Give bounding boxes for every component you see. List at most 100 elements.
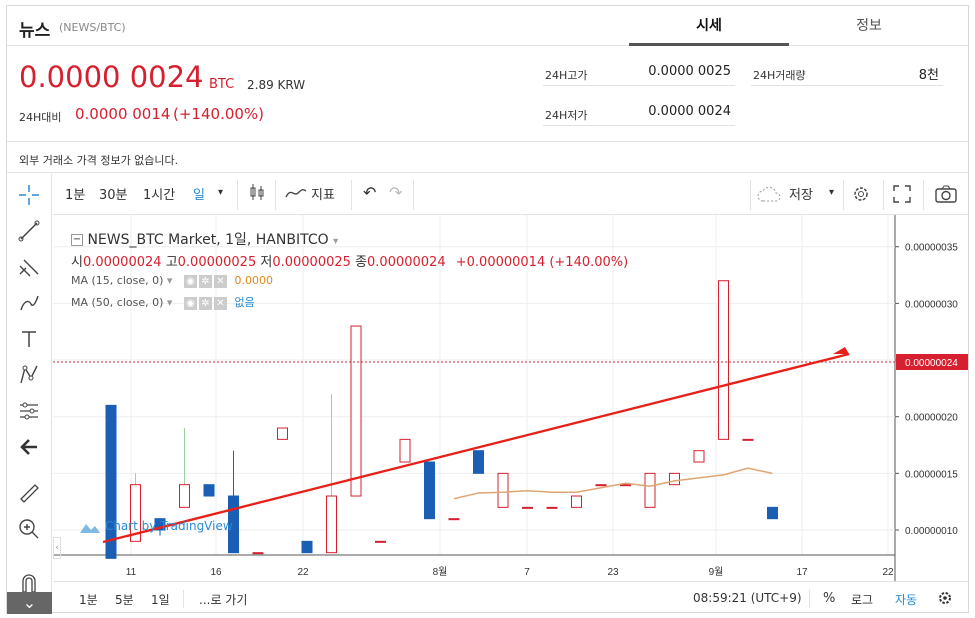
chart-toolbar: 1분 30분 1시간 일 ▾ 지표 ↶ ↷ 저장 ▾ [53, 174, 968, 215]
interval-1d[interactable]: 일 [193, 188, 205, 203]
magnet-icon[interactable] [16, 570, 42, 596]
range-5m[interactable]: 5분 [115, 593, 134, 607]
ohlc-row: 시0.00000024 고0.00000025 저0.00000025 종0.0… [71, 251, 628, 270]
candle-body [277, 427, 288, 440]
back-arrow-icon[interactable] [16, 434, 42, 460]
indicators-icon[interactable] [285, 187, 307, 203]
candle-type-icon[interactable] [249, 182, 265, 206]
x-tick-label: 9월 [709, 566, 724, 578]
interval-1m[interactable]: 1분 [65, 188, 86, 203]
interval-30m[interactable]: 30분 [99, 188, 128, 203]
chart-bottom-bar: 1분 5분 1일 ...로 가기 08:59:21 (UTC+9) % 로그 자… [53, 581, 968, 614]
divider [750, 180, 751, 210]
candle-body [742, 438, 754, 441]
trend-line-icon[interactable] [16, 218, 42, 244]
crosshair-icon[interactable] [16, 182, 42, 208]
camera-icon[interactable] [935, 185, 957, 207]
candlestick-chart[interactable]: 0.00000035 0.00000030 0.00000025 0.00000020… [53, 215, 968, 581]
stat-value: 0.0000 0025 [648, 64, 731, 79]
brush-icon[interactable] [16, 290, 42, 316]
x-tick-label: 16 [210, 567, 222, 578]
divider [923, 180, 924, 210]
text-tool-icon[interactable] [16, 326, 42, 352]
chevron-down-icon[interactable]: ▾ [218, 187, 224, 198]
candle-body [571, 495, 582, 508]
chevron-down-icon[interactable]: ▾ [333, 236, 339, 247]
price-krw: 2.89 KRW [247, 78, 306, 92]
trend-arrow-line [102, 352, 850, 544]
candle-body [252, 552, 264, 555]
gear-icon: ✲ [198, 274, 212, 288]
y-tick-label: 0.00000020 [905, 413, 958, 424]
goto-date-button[interactable]: ...로 가기 [199, 593, 248, 607]
chart-legend-title[interactable]: − NEWS_BTC Market, 1일, HANBITCO ▾ [71, 229, 338, 249]
coin-name: 뉴스 [19, 21, 51, 41]
price-currency: BTC [209, 77, 235, 92]
ruler-icon[interactable] [16, 480, 42, 506]
divider [843, 180, 844, 210]
divider [351, 180, 352, 210]
ma-15-label: MA (15, close, 0) [71, 274, 164, 287]
log-scale-toggle[interactable]: 로그 [851, 593, 874, 607]
ohlc-high-label: 고 [165, 255, 178, 270]
candle-body [473, 450, 484, 474]
chevron-down-icon[interactable]: ▾ [829, 187, 835, 198]
market-panel: 뉴스 (NEWS/BTC) 시세 정보 0.0000 0024 BTC 2.89… [6, 5, 969, 614]
candle-body [669, 472, 680, 486]
ohlc-change: +0.00000014 (+140.00%) [455, 255, 629, 270]
price-chart[interactable]: 0.00000035 0.00000030 0.00000025 0.00000020… [53, 215, 968, 581]
candle-body [105, 404, 117, 559]
tradingview-logo-icon [80, 523, 100, 533]
clock-time: 08:59:21 (UTC+9) [693, 591, 802, 605]
divider [809, 590, 810, 608]
tab-price[interactable]: 시세 [629, 6, 789, 46]
x-tick-label: 22 [882, 567, 894, 578]
candle-body [620, 484, 631, 487]
pattern-tool-icon[interactable] [16, 362, 42, 388]
tab-info[interactable]: 정보 [856, 18, 882, 34]
y-tick-label: 0.00000035 [905, 243, 958, 254]
percent-scale-toggle[interactable]: % [823, 591, 836, 606]
tradingview-watermark[interactable]: Chart by TradingView [79, 519, 233, 534]
scroll-left-icon[interactable]: ‹ [53, 537, 61, 559]
x-tick-label: 11 [126, 567, 137, 578]
ma-15-buttons: ◉ ✲ ✕ [182, 274, 227, 288]
candle-body [326, 495, 337, 554]
redo-icon[interactable]: ↷ [389, 183, 403, 202]
save-button[interactable]: 저장 [789, 188, 813, 203]
stat-24h-low: 24H저가 0.0000 0024 [543, 102, 735, 126]
prediction-tool-icon[interactable] [16, 398, 42, 424]
x-tick-label: 7 [524, 567, 530, 578]
fib-tool-icon[interactable] [16, 254, 42, 280]
x-tick-label: 8월 [433, 566, 448, 578]
stat-value: 0.0000 0024 [648, 104, 731, 119]
range-1m[interactable]: 1분 [79, 593, 98, 607]
undo-icon[interactable]: ↶ [363, 183, 377, 202]
range-1d[interactable]: 1일 [151, 593, 170, 607]
auto-scale-toggle[interactable]: 자동 [895, 593, 918, 607]
ma-50-legend[interactable]: MA (50, close, 0) ▾ ◉ ✲ ✕ 없음 [71, 294, 255, 310]
ma-15-line [453, 467, 773, 500]
candle-body [546, 506, 558, 509]
interval-1h[interactable]: 1시간 [143, 188, 176, 203]
change-value: 0.0000 0014 [75, 105, 171, 123]
chevron-down-icon[interactable]: ⌄ [7, 592, 52, 614]
candle-body [203, 484, 215, 497]
close-icon: ✕ [213, 274, 227, 288]
fullscreen-icon[interactable] [893, 185, 911, 207]
ohlc-open-label: 시 [71, 255, 83, 270]
candle-body [179, 484, 190, 508]
collapse-icon[interactable]: − [71, 234, 83, 246]
settings-gear-icon[interactable] [851, 184, 871, 208]
change-label: 24H대비 [19, 111, 62, 124]
current-price: 0.0000 0024 [19, 60, 204, 94]
indicators-button[interactable]: 지표 [311, 188, 335, 203]
cloud-save-icon[interactable] [757, 186, 781, 206]
zoom-in-icon[interactable] [16, 516, 42, 542]
stat-label: 24H고가 [545, 69, 588, 82]
time-axis-labels: 11 16 22 8월 7 23 9월 17 22 [126, 566, 894, 578]
ma-15-legend[interactable]: MA (15, close, 0) ▾ ◉ ✲ ✕ 0.0000 [71, 274, 273, 288]
ma-50-value: 없음 [234, 296, 255, 309]
settings-gear-icon[interactable] [937, 590, 953, 609]
ohlc-low-label: 저 [260, 255, 273, 270]
